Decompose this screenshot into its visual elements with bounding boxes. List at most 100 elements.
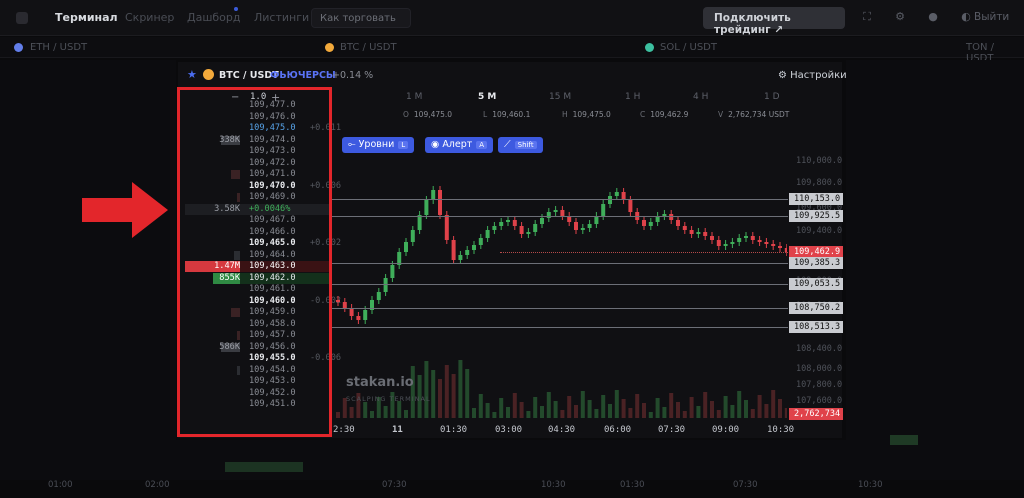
orderbook-row[interactable]: 109,474.0 338K bbox=[185, 135, 330, 146]
price-level-line[interactable] bbox=[332, 414, 788, 415]
orderbook-row[interactable]: 109,473.0 bbox=[185, 146, 330, 157]
candle-body bbox=[642, 220, 646, 226]
candle-body bbox=[689, 230, 694, 234]
price-level-line[interactable] bbox=[332, 199, 788, 200]
volume-bar bbox=[730, 405, 735, 418]
how-to-trade-button[interactable]: Как торговать bbox=[311, 8, 411, 28]
orderbook-row[interactable]: 109,463.0 1.47M bbox=[185, 261, 330, 272]
orderbook-row[interactable]: 109,466.0 bbox=[185, 227, 330, 238]
ticker-eth[interactable]: ETH / USDT bbox=[30, 42, 88, 53]
orderbook-price: 109,474.0 bbox=[249, 134, 296, 145]
timeframe-4h[interactable]: 4 H bbox=[693, 92, 709, 102]
candle-body bbox=[342, 302, 347, 308]
orderbook-row[interactable]: 109,470.0 +0.006 bbox=[185, 180, 341, 192]
zoom-in-icon[interactable]: + bbox=[271, 91, 281, 104]
timeframe-1d[interactable]: 1 D bbox=[764, 92, 780, 102]
orderbook-price: 109,470.0 bbox=[249, 180, 296, 191]
orderbook-row[interactable]: 109,456.0 586K bbox=[185, 342, 330, 353]
orderbook-scale: 1.0 bbox=[250, 92, 267, 102]
orderbook-price: 109,476.0 bbox=[249, 111, 296, 122]
time-axis-tick: 01:30 bbox=[440, 425, 468, 435]
orderbook-price: 109,462.0 bbox=[249, 272, 296, 283]
timeframe-1m[interactable]: 1 M bbox=[406, 92, 423, 102]
alert-tool-button[interactable]: ◉ Алерт A bbox=[425, 137, 494, 153]
zoom-out-icon[interactable]: − bbox=[231, 92, 240, 103]
orderbook-row[interactable]: 109,461.0 bbox=[185, 284, 330, 295]
price-level-line[interactable] bbox=[332, 263, 788, 264]
volume-bar bbox=[723, 396, 728, 418]
orderbook-row[interactable]: 109,457.0 bbox=[185, 330, 330, 341]
price-level-line[interactable] bbox=[332, 216, 788, 217]
orderbook-row[interactable]: 109,452.0 bbox=[185, 388, 330, 399]
orderbook-row[interactable]: 109,462.0 855K bbox=[185, 272, 330, 284]
ticker-btc[interactable]: BTC / USDT bbox=[340, 42, 397, 53]
orderbook-row[interactable]: 109,469.0 bbox=[185, 192, 330, 203]
timeframe-5m[interactable]: 5 M bbox=[478, 92, 497, 102]
volume-bar bbox=[655, 398, 660, 418]
volume-bar bbox=[438, 379, 442, 418]
orderbook-row[interactable]: 109,471.0 bbox=[185, 169, 330, 180]
orderbook-row[interactable]: 109,472.0 bbox=[185, 158, 330, 169]
candlestick-chart[interactable] bbox=[332, 160, 787, 422]
nav-tab-terminal[interactable]: Терминал bbox=[55, 11, 118, 24]
candle-body bbox=[410, 230, 415, 242]
ruler-tool-button[interactable]: ⟋ Shift bbox=[498, 137, 543, 153]
volume-bar bbox=[744, 400, 748, 418]
ohlc-volume-value: 2,762,734 bbox=[728, 110, 767, 119]
orderbook-price: 109,459.0 bbox=[249, 307, 296, 317]
logout-button[interactable]: Выйти bbox=[974, 11, 1010, 23]
background-panel-left bbox=[0, 60, 176, 470]
ticker-sol[interactable]: SOL / USDT bbox=[660, 42, 717, 53]
volume-bar bbox=[778, 399, 782, 418]
price-level-line[interactable] bbox=[332, 308, 788, 309]
nav-tab-screener[interactable]: Скринер bbox=[125, 11, 175, 24]
candle-body bbox=[553, 210, 558, 212]
orderbook-row[interactable]: 109,455.0 -0.006 bbox=[185, 353, 341, 364]
top-navigation: Терминал Скринер Дашборд Листинги Как то… bbox=[0, 0, 1024, 36]
orderbook-volume: 1.47M bbox=[214, 261, 240, 271]
orderbook-row[interactable]: +0.0046% 3.58K bbox=[185, 203, 330, 215]
favorite-star-icon[interactable]: ★ bbox=[187, 68, 197, 81]
volume-bar bbox=[580, 391, 585, 418]
settings-button[interactable]: ⚙ Настройки bbox=[778, 70, 847, 81]
orderbook-row[interactable]: 109,454.0 bbox=[185, 365, 330, 376]
price-level-line[interactable] bbox=[500, 252, 788, 253]
gear-icon[interactable]: ⚙ bbox=[895, 10, 905, 23]
orderbook-row[interactable]: 109,458.0 bbox=[185, 319, 330, 330]
levels-tool-button[interactable]: ⟜ Уровни L bbox=[342, 137, 415, 153]
logout-icon[interactable]: ◐ bbox=[961, 10, 971, 23]
volume-bar bbox=[750, 409, 755, 418]
volume-bar bbox=[499, 398, 504, 418]
connect-trading-button[interactable]: Подключить трейдинг ↗ bbox=[703, 7, 845, 36]
orderbook-row[interactable]: 109,459.0 bbox=[185, 307, 330, 318]
volume-bar bbox=[417, 375, 422, 418]
fullscreen-icon[interactable]: ⛶ bbox=[863, 10, 871, 23]
watermark-subtitle: SCALPING TERMINAL bbox=[346, 395, 431, 403]
app-logo[interactable] bbox=[16, 12, 28, 24]
volume-bar bbox=[404, 410, 408, 418]
user-icon[interactable]: ● bbox=[928, 10, 938, 23]
volume-bar bbox=[648, 412, 653, 418]
nav-tab-dashboard[interactable]: Дашборд bbox=[187, 11, 241, 24]
ohlc-open: O 109,475.0 bbox=[403, 110, 453, 119]
timeframe-1h[interactable]: 1 H bbox=[625, 92, 641, 102]
timeframe-15m[interactable]: 15 M bbox=[549, 92, 572, 102]
price-level-line[interactable] bbox=[332, 284, 788, 285]
price-axis-tick: 108,400.0 bbox=[796, 344, 843, 354]
orderbook-row[interactable]: 109,476.0 bbox=[185, 112, 330, 123]
ticker-ton[interactable]: TON / USDT bbox=[966, 42, 995, 64]
nav-tab-listings[interactable]: Листинги bbox=[254, 11, 310, 24]
candle-body bbox=[540, 218, 544, 224]
volume-bar bbox=[424, 361, 429, 418]
orderbook-row[interactable]: 109,467.0 bbox=[185, 215, 330, 226]
orderbook-row[interactable]: 109,451.0 bbox=[185, 399, 330, 410]
panel-symbol[interactable]: BTC / USDT bbox=[219, 70, 279, 81]
orderbook-row[interactable]: 109,464.0 bbox=[185, 250, 330, 261]
orderbook-row[interactable]: 109,475.0 +0.011 bbox=[185, 123, 341, 134]
orderbook-row[interactable]: 109,453.0 bbox=[185, 376, 330, 387]
orderbook-row[interactable]: 109,460.0 -0.002 bbox=[185, 296, 341, 307]
orderbook-row[interactable]: 109,465.0 +0.002 bbox=[185, 238, 341, 249]
orderbook-price: 109,469.0 bbox=[249, 192, 296, 202]
orderbook-row[interactable]: 109,477.0 bbox=[185, 100, 330, 111]
price-level-line[interactable] bbox=[332, 327, 788, 328]
